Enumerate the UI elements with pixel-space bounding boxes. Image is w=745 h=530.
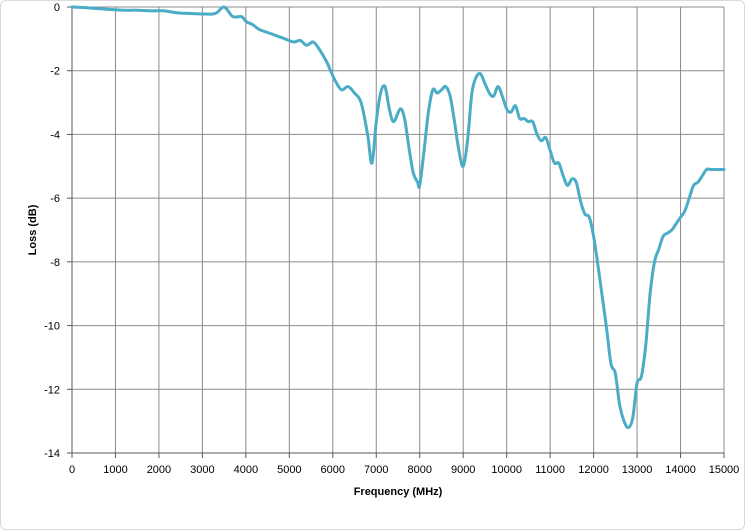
x-tick-label: 8000 <box>407 464 431 476</box>
x-tick-label: 4000 <box>234 464 258 476</box>
x-tick-label: 7000 <box>364 464 388 476</box>
x-tick-label: 0 <box>69 464 75 476</box>
y-axis-title: Loss (dB) <box>27 204 39 255</box>
x-tick-label: 3000 <box>190 464 214 476</box>
series-line <box>70 5 726 430</box>
x-tick-label: 2000 <box>147 464 171 476</box>
x-axis-title: Frequency (MHz) <box>354 486 443 498</box>
y-tick-label: -10 <box>44 321 60 333</box>
series-group <box>70 5 726 430</box>
y-tick-label: -6 <box>50 193 60 205</box>
y-tick-label: -8 <box>50 257 60 269</box>
x-tick-label: 15000 <box>709 464 740 476</box>
y-tick-label: 0 <box>54 2 60 14</box>
gridlines <box>72 6 725 453</box>
axes <box>67 6 725 458</box>
x-tick-label: 11000 <box>535 464 565 476</box>
y-tick-label: -2 <box>50 66 60 78</box>
x-tick-label: 13000 <box>622 464 653 476</box>
y-tick-label: -4 <box>50 129 60 141</box>
x-tick-label: 1000 <box>103 464 127 476</box>
x-tick-label: 9000 <box>451 464 475 476</box>
x-tick-label: 14000 <box>665 464 696 476</box>
x-tick-label: 6000 <box>321 464 345 476</box>
y-tick-label: -14 <box>44 448 60 460</box>
y-tick-label: -12 <box>44 384 60 396</box>
x-tick-label: 10000 <box>491 464 522 476</box>
x-tick-label: 12000 <box>578 464 609 476</box>
x-tick-label: 5000 <box>277 464 301 476</box>
tick-labels: 0 1000 2000 3000 4000 5000 6000 7000 8000 9000 100… <box>44 2 739 476</box>
